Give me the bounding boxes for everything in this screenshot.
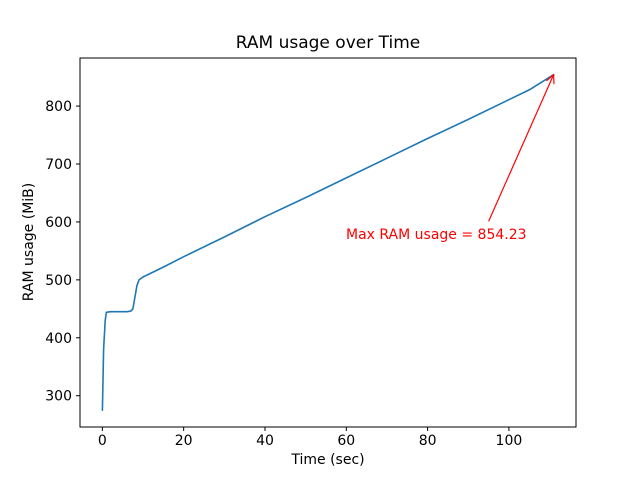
y-tick-label: 700 [45,157,72,173]
y-tick-label: 400 [45,331,72,347]
max-ram-annotation: Max RAM usage = 854.23 [346,227,527,243]
x-tick-label: 80 [419,433,437,449]
y-axis-label: RAM usage (MiB) [21,182,37,302]
annotation-arrow-head [546,74,555,82]
x-axis-label: Time (sec) [291,452,365,468]
axes-spines [79,57,577,428]
ram-usage-line [101,73,555,412]
x-tick-label: 100 [496,433,523,449]
x-tick-label: 40 [256,433,274,449]
x-tick-label: 0 [98,433,107,449]
annotation-arrow-shaft [488,74,555,222]
y-tick-label: 800 [45,99,72,115]
chart-title: RAM usage over Time [235,33,421,53]
y-tick-label: 600 [45,215,72,231]
y-tick-label: 300 [45,389,72,405]
y-tick-label: 500 [45,273,72,289]
x-tick-label: 20 [175,433,193,449]
x-tick-label: 60 [337,433,355,449]
